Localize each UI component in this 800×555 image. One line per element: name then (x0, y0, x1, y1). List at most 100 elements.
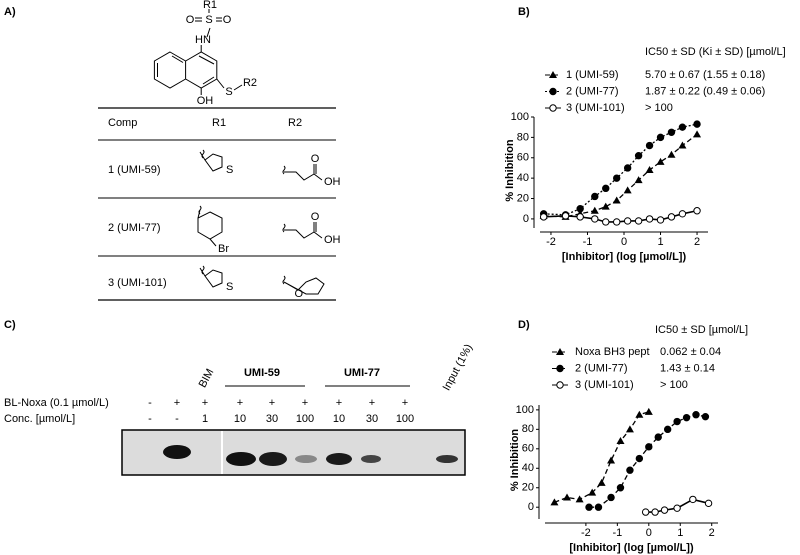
point (591, 192, 599, 201)
lane-value: - (148, 397, 152, 409)
x-tick-label: 0 (646, 527, 652, 539)
lane-value: 10 (234, 413, 246, 425)
point (561, 212, 570, 220)
legend-marker (549, 87, 557, 96)
point (701, 412, 710, 421)
point (656, 157, 665, 165)
atom-label: R1 (203, 0, 217, 11)
atom-label: S (225, 86, 232, 98)
point (660, 506, 669, 514)
point (704, 499, 713, 508)
lane-value: 100 (296, 413, 314, 425)
point (667, 213, 676, 221)
point (635, 410, 644, 418)
lane-header: Input (1%) (441, 342, 475, 392)
atom-label: O (311, 153, 320, 165)
y-tick-label: 100 (511, 111, 529, 123)
lane-header: UMI-59 (244, 367, 280, 379)
legend-label: 2 (UMI-77) (566, 85, 619, 97)
x-axis-label: [Inhibitor] (log [µmol/L]) (562, 251, 687, 263)
point (645, 165, 654, 173)
series-line (589, 414, 706, 508)
point (634, 176, 643, 184)
point (693, 120, 701, 128)
point (602, 184, 610, 193)
y-tick-label: 40 (522, 462, 534, 474)
lane-value: + (237, 397, 243, 409)
panel-label: C) (4, 319, 16, 331)
lane-value: - (175, 413, 179, 425)
y-tick-label: 60 (522, 443, 534, 455)
point (634, 217, 643, 225)
point (591, 215, 599, 223)
point (663, 425, 672, 434)
lane-header: BIM (197, 367, 217, 390)
lane-values: - + + + + + + + + - - 1 10 30 100 10 30 100 (148, 397, 414, 425)
point (645, 215, 654, 223)
table-cell: 2 (UMI-77) (108, 222, 161, 234)
point (616, 484, 625, 492)
point (623, 186, 632, 194)
row-label: BL-Noxa (0.1 µmol/L) (4, 397, 109, 409)
y-axis-label: % Inhibition (504, 139, 516, 202)
lane-value: + (269, 397, 275, 409)
point (645, 443, 653, 451)
point (667, 150, 676, 158)
point (673, 417, 681, 426)
point (678, 141, 687, 149)
legend-value: > 100 (660, 379, 688, 391)
point (550, 498, 559, 506)
point (585, 503, 593, 511)
point (597, 478, 606, 486)
atom-label: S (205, 14, 212, 26)
lane-value: + (336, 397, 342, 409)
atom-label: OH (324, 176, 341, 188)
legend-value: > 100 (645, 102, 673, 114)
legend-value: 5.70 ± 0.67 (1.55 ± 0.18) (645, 69, 765, 81)
point (623, 217, 632, 225)
point (654, 433, 662, 441)
atom-label: O (294, 288, 303, 300)
y-tick-label: 60 (517, 152, 529, 164)
panel-label: D) (518, 319, 530, 331)
point (623, 164, 632, 172)
y-tick-label: 80 (517, 131, 529, 143)
atom-label: O (311, 211, 320, 223)
point (576, 205, 584, 213)
x-tick-label: 1 (657, 236, 663, 248)
y-tick-label: 100 (516, 404, 534, 416)
point (678, 210, 687, 218)
y-tick-label: 40 (517, 172, 529, 184)
lane-value: - (148, 413, 152, 425)
legend-title: IC50 ± SD [µmol/L] (655, 324, 748, 336)
table-header: R1 (212, 117, 226, 129)
point (575, 495, 584, 503)
legend-marker (549, 104, 557, 112)
point (612, 174, 621, 182)
panel-label: B) (518, 6, 530, 18)
x-tick-label: 2 (694, 236, 700, 248)
point (612, 218, 621, 226)
table-cell: 1 (UMI-59) (108, 164, 161, 176)
lane-value: 1 (202, 413, 208, 425)
atom-label: O (186, 14, 195, 26)
point (635, 454, 644, 463)
point (645, 141, 654, 150)
panel-label: A) (4, 6, 16, 18)
point (678, 123, 687, 131)
y-tick-label: 0 (523, 213, 529, 225)
x-tick-label: -1 (612, 527, 622, 539)
legend-label: 3 (UMI-101) (566, 102, 625, 114)
series-line (543, 123, 698, 216)
charts: B)IC50 ± SD (Ki ± SD) [µmol/L]0204060801… (504, 6, 786, 554)
x-tick-label: -2 (546, 236, 556, 248)
point (626, 466, 634, 474)
point (602, 218, 610, 226)
y-tick-label: 20 (522, 482, 534, 494)
point (692, 411, 700, 419)
point (634, 152, 643, 160)
atom-label: R2 (243, 77, 257, 89)
legend-label: 2 (UMI-77) (575, 362, 628, 374)
lane-value: + (369, 397, 375, 409)
point (601, 202, 610, 210)
